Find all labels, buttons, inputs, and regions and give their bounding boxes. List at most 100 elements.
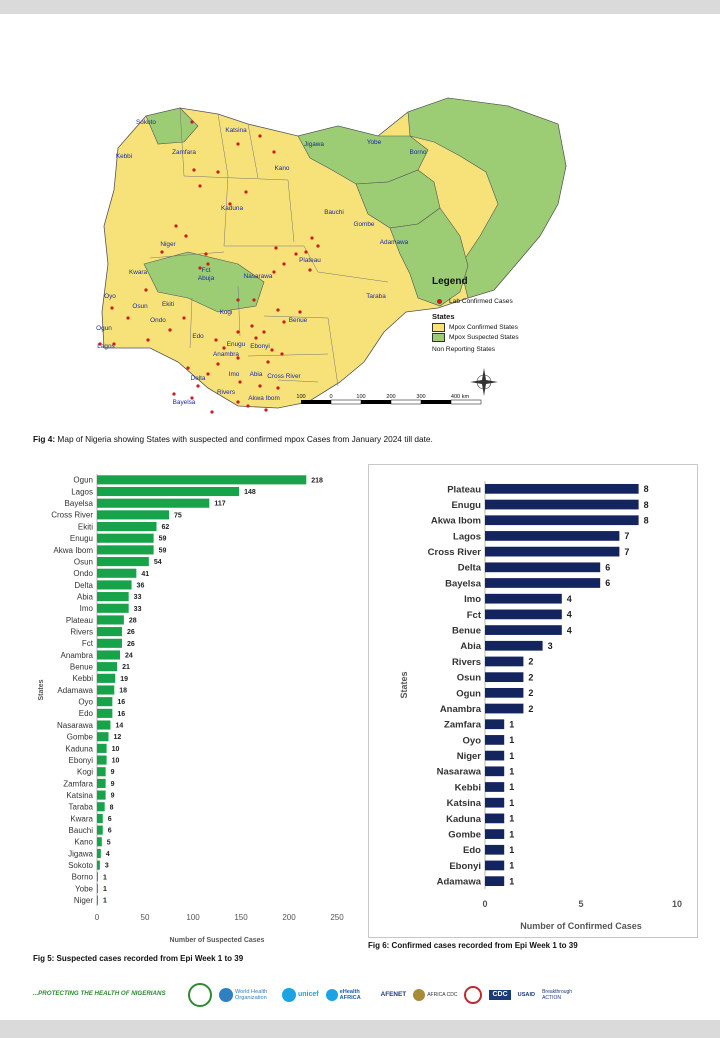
case-dot bbox=[274, 246, 278, 250]
data-label: 33 bbox=[134, 606, 142, 613]
map-label-benue: Benue bbox=[289, 317, 308, 324]
bar-enugu bbox=[97, 533, 154, 543]
legend-suspected-label: Mpox Suspected States bbox=[449, 333, 519, 341]
map-borders bbox=[149, 107, 389, 387]
bar-edo bbox=[97, 708, 113, 718]
case-dot bbox=[282, 262, 286, 266]
bar-fct bbox=[97, 638, 122, 648]
usaid-logo: USAID bbox=[517, 992, 536, 998]
bar-delta bbox=[97, 580, 132, 590]
bar-lagos bbox=[485, 531, 620, 541]
category-label: Zamfara bbox=[63, 779, 93, 788]
map-label-niger: Niger bbox=[160, 241, 176, 248]
north-arrow-icon bbox=[470, 368, 498, 396]
category-label: Lagos bbox=[453, 531, 481, 542]
category-label: Jigawa bbox=[68, 849, 93, 858]
data-label: 59 bbox=[159, 547, 167, 554]
data-label: 218 bbox=[311, 477, 323, 484]
bar-sokoto bbox=[97, 860, 100, 870]
map-label-kano: Kano bbox=[275, 165, 290, 172]
data-label: 148 bbox=[244, 489, 256, 496]
category-label: Katsina bbox=[66, 791, 93, 800]
case-dot bbox=[246, 404, 250, 408]
bar-bayelsa bbox=[97, 498, 210, 508]
map-label-bauchi: Bauchi bbox=[324, 209, 344, 216]
data-label: 75 bbox=[174, 512, 182, 519]
category-label: Nasarawa bbox=[57, 721, 94, 730]
legend-row-suspected: Mpox Suspected States bbox=[432, 332, 572, 342]
map-label-anambra: Anambra bbox=[213, 351, 239, 358]
case-dot bbox=[264, 408, 268, 412]
category-label: Osun bbox=[457, 673, 481, 684]
bar-yobe bbox=[97, 883, 98, 894]
bar-rivers bbox=[97, 627, 122, 637]
case-dot bbox=[196, 384, 200, 388]
bar-kaduna bbox=[485, 813, 505, 824]
data-label: 62 bbox=[162, 524, 170, 531]
data-label: 19 bbox=[120, 676, 128, 683]
bar-benue bbox=[97, 662, 118, 672]
category-label: Gombe bbox=[67, 733, 94, 742]
bar-benue bbox=[485, 625, 562, 635]
bar-ebonyi bbox=[97, 755, 107, 765]
africa-cdc-logo: AFRICA CDC bbox=[413, 989, 457, 1001]
case-dot bbox=[254, 336, 258, 340]
category-label: Abia bbox=[77, 592, 94, 601]
map-region-northeast bbox=[407, 97, 567, 299]
bar-ekiti bbox=[97, 521, 157, 532]
cdc-logo: CDC bbox=[489, 990, 511, 1000]
bar-niger bbox=[97, 895, 98, 905]
case-dot bbox=[276, 386, 280, 390]
scale-label: 300 bbox=[416, 394, 425, 400]
map-label-delta: Delta bbox=[191, 375, 206, 382]
map-label-ondo: Ondo bbox=[150, 317, 166, 324]
data-label: 2 bbox=[528, 657, 533, 667]
data-label: 12 bbox=[114, 734, 122, 741]
case-dot bbox=[222, 346, 226, 350]
map-label-akwa-ibom: Akwa Ibom bbox=[248, 395, 280, 402]
data-label: 1 bbox=[509, 751, 514, 761]
bar-kebbi bbox=[485, 782, 505, 792]
legend-row-confirmed: Mpox Confirmed States bbox=[432, 322, 572, 332]
data-label: 1 bbox=[509, 829, 514, 839]
x-tick-label: 0 bbox=[95, 913, 100, 922]
data-label: 18 bbox=[119, 688, 127, 695]
category-label: Ekiti bbox=[78, 522, 93, 531]
category-label: Rivers bbox=[70, 628, 93, 637]
case-dot bbox=[308, 268, 312, 272]
bar-kaduna bbox=[97, 743, 107, 753]
x-tick-label: 100 bbox=[186, 913, 200, 922]
category-label: Taraba bbox=[69, 803, 94, 812]
map-label-gombe: Gombe bbox=[354, 221, 375, 228]
category-label: Cross River bbox=[51, 511, 93, 520]
category-label: Ebonyi bbox=[449, 861, 481, 872]
category-label: Kwara bbox=[70, 814, 93, 823]
case-dot bbox=[216, 170, 220, 174]
case-dot bbox=[236, 330, 240, 334]
data-label: 7 bbox=[624, 531, 629, 541]
bar-katsina bbox=[97, 790, 106, 800]
bar-ogun bbox=[97, 475, 307, 485]
data-label: 6 bbox=[605, 563, 610, 573]
case-dot bbox=[206, 262, 210, 266]
category-label: Edo bbox=[79, 709, 94, 718]
data-label: 36 bbox=[137, 582, 145, 589]
case-dot bbox=[126, 316, 130, 320]
bar-rivers bbox=[485, 656, 524, 667]
bar-osun bbox=[485, 672, 524, 683]
map-label-ebonyi: Ebonyi bbox=[250, 343, 270, 350]
category-label: Akwa Ibom bbox=[431, 516, 481, 527]
data-label: 1 bbox=[509, 735, 514, 745]
x-tick-label: 200 bbox=[282, 913, 296, 922]
suspected-swatch bbox=[432, 332, 445, 342]
map-region-taraba bbox=[389, 207, 469, 307]
data-label: 10 bbox=[112, 758, 120, 765]
legend-title: Legend bbox=[432, 276, 468, 287]
map-label-kogi: Kogi bbox=[220, 309, 233, 316]
map-label-sokoto: Sokoto bbox=[136, 119, 156, 126]
data-label: 1 bbox=[509, 814, 514, 824]
case-dot bbox=[270, 348, 274, 352]
x-tick-label: 0 bbox=[482, 899, 487, 909]
data-label: 21 bbox=[122, 664, 130, 671]
bar-zamfara bbox=[97, 778, 106, 788]
